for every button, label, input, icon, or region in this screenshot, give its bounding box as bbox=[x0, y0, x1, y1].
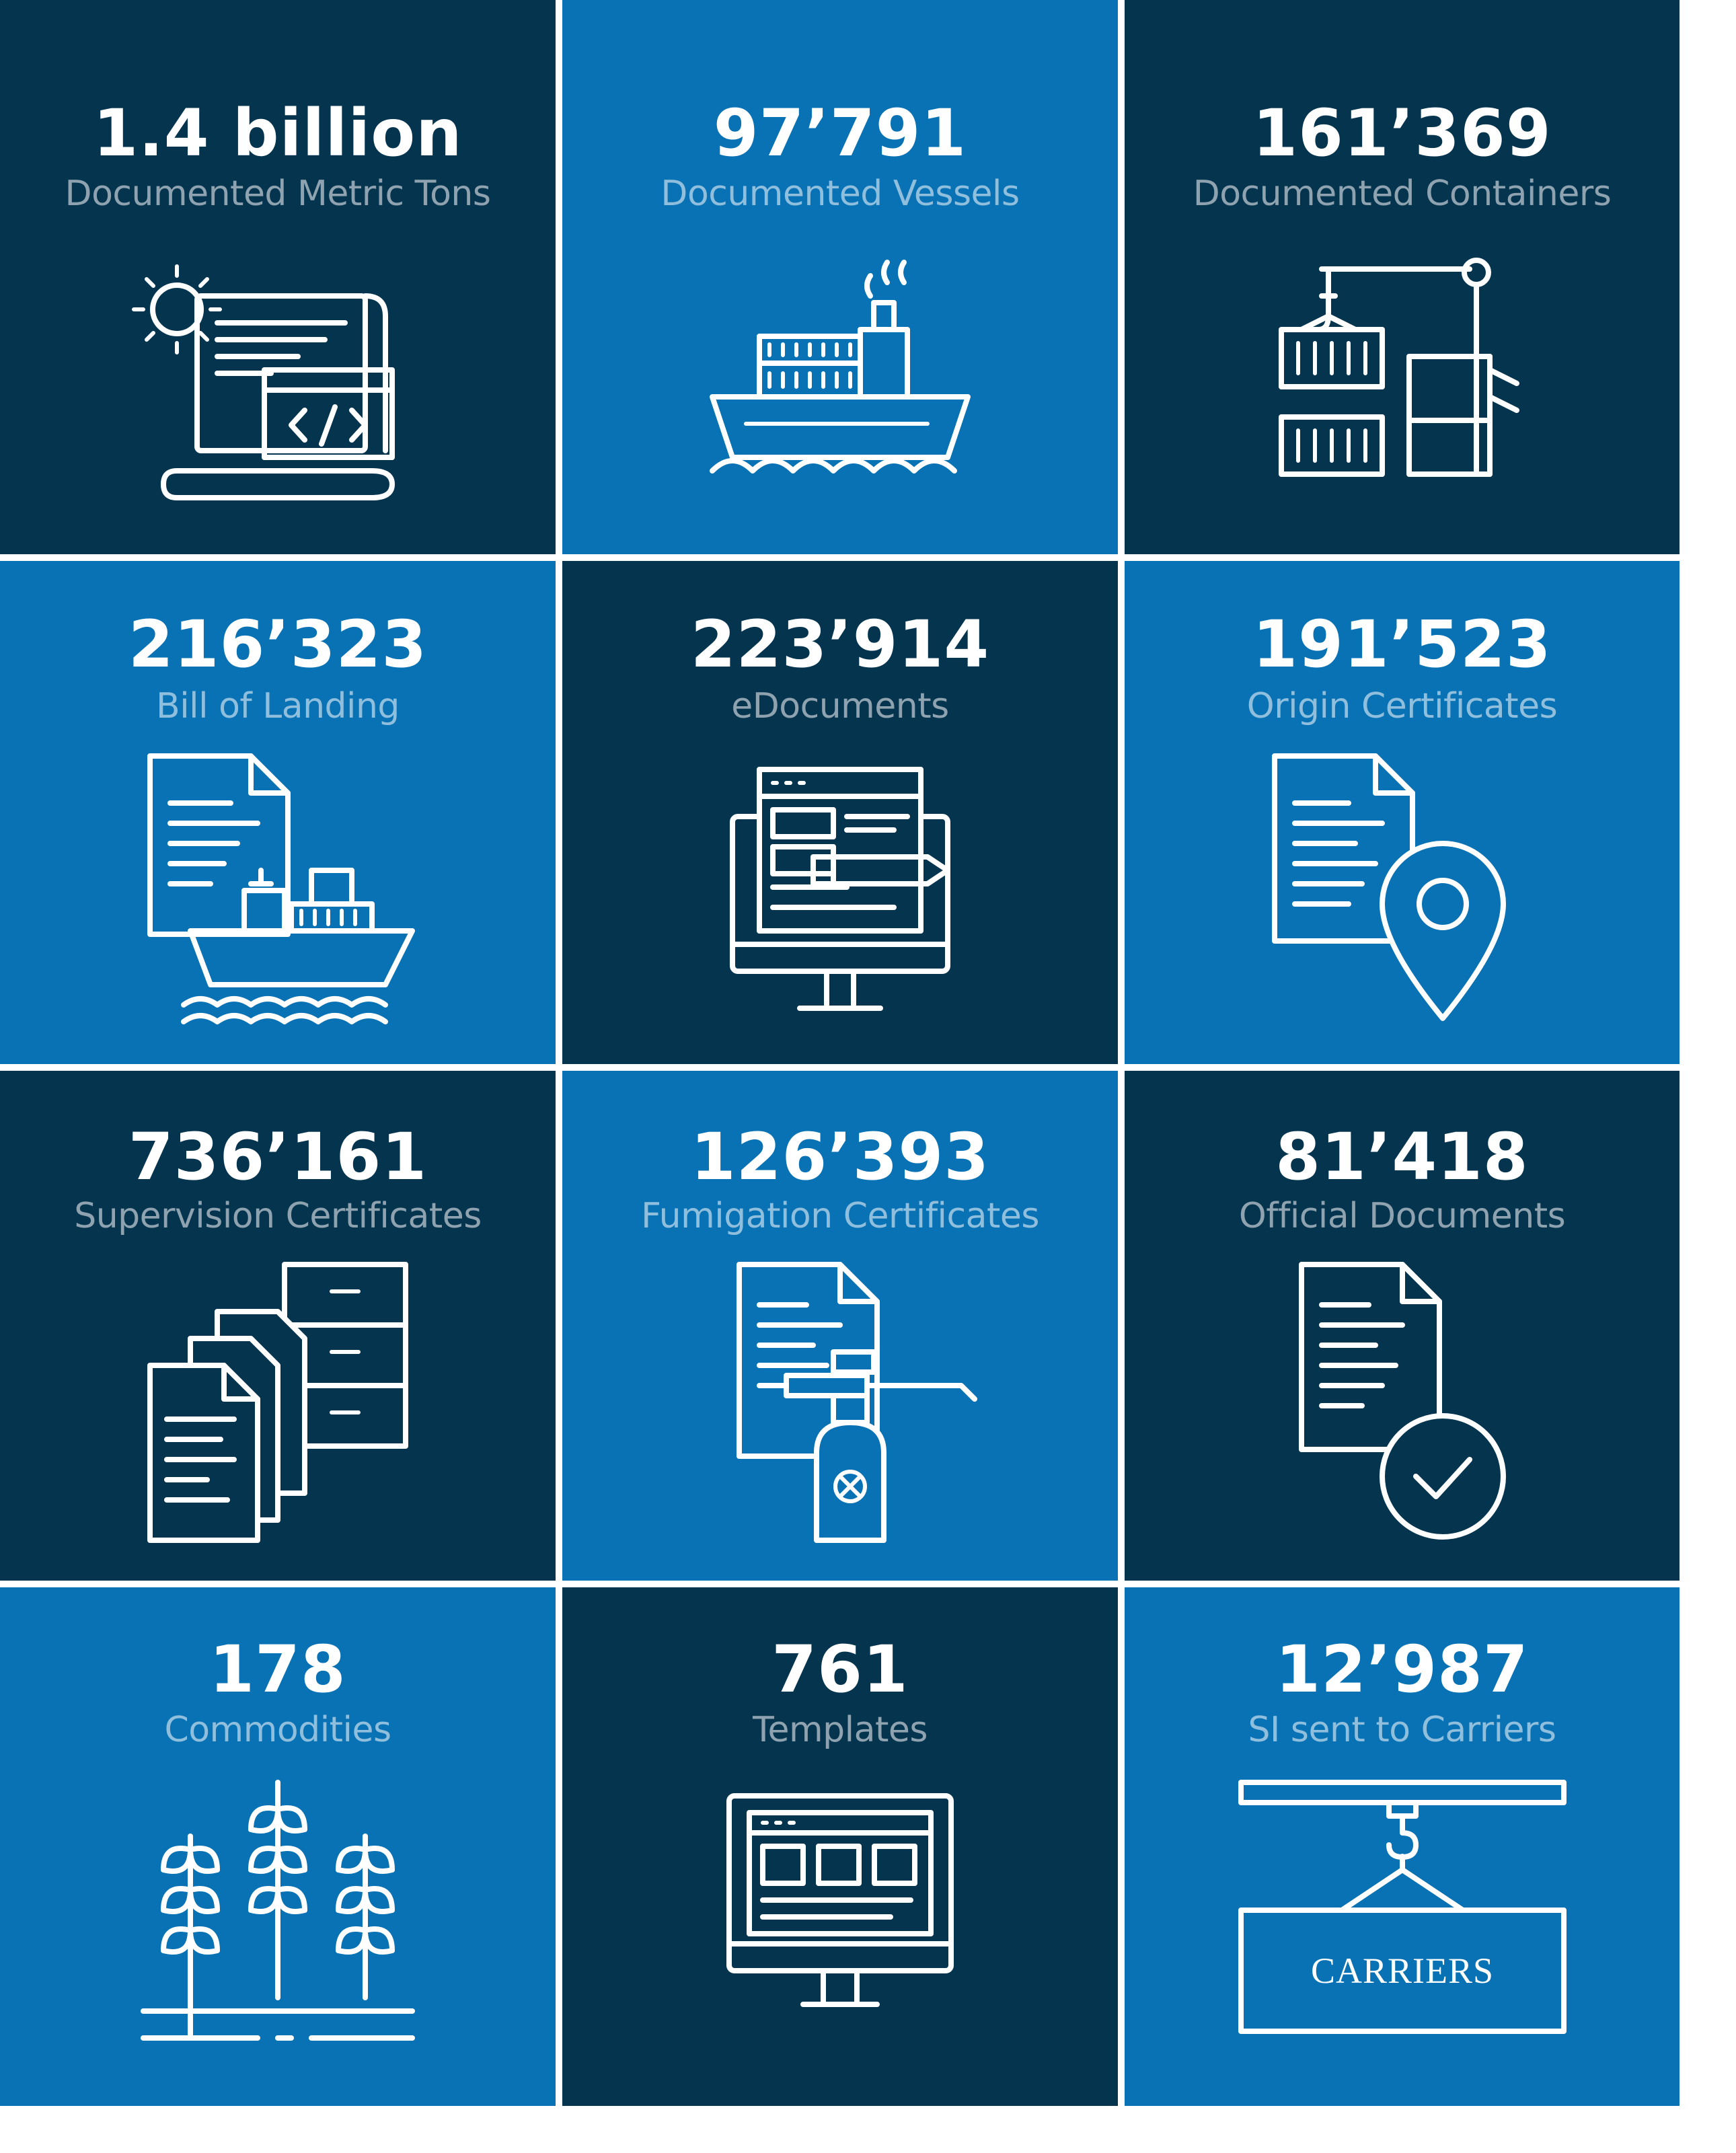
stat-value: 736’161 bbox=[128, 1119, 428, 1195]
stat-value: 161’369 bbox=[1252, 96, 1552, 171]
carriers-sign-text: CARRIERS bbox=[1310, 1951, 1493, 1991]
carriers-sign-icon: CARRIERS bbox=[1238, 1780, 1567, 2034]
documents-cabinet-icon bbox=[147, 1262, 408, 1543]
stat-label: Fumigation Certificates bbox=[641, 1196, 1039, 1236]
stat-tile-origin-certificates: 191’523 Origin Certificates bbox=[1125, 561, 1680, 1064]
cargo-ship-icon bbox=[710, 260, 971, 474]
stat-label: SI sent to Carriers bbox=[1248, 1710, 1557, 1750]
stat-label: Documented Containers bbox=[1193, 174, 1612, 214]
stat-label: Official Documents bbox=[1238, 1196, 1566, 1236]
stat-label: Commodities bbox=[164, 1710, 391, 1750]
document-sprayer-icon bbox=[737, 1262, 977, 1543]
stat-label: Supervision Certificates bbox=[74, 1196, 482, 1236]
stat-label: Bill of Landing bbox=[156, 686, 400, 726]
stat-value: 97’791 bbox=[713, 96, 967, 171]
stat-value: 223’914 bbox=[690, 607, 990, 682]
stat-tile-edocuments: 223’914 eDocuments bbox=[562, 561, 1118, 1064]
stat-tile-fumigation-certificates: 126’393 Fumigation Certificates bbox=[562, 1071, 1118, 1581]
stat-tile-metric-tons: 1.4 billion Documented Metric Tons bbox=[0, 0, 556, 554]
stat-value: 12’987 bbox=[1275, 1632, 1529, 1707]
stat-label: Templates bbox=[753, 1710, 928, 1750]
stat-tile-official-documents: 81’418 Official Documents bbox=[1125, 1071, 1680, 1581]
stat-tile-containers: 161’369 Documented Containers bbox=[1125, 0, 1680, 554]
monitor-edit-icon bbox=[730, 767, 950, 1011]
stat-tile-si-sent-to-carriers: 12’987 SI sent to Carriers CARRIERS bbox=[1125, 1587, 1680, 2106]
stat-tile-supervision-certificates: 736’161 Supervision Certificates bbox=[0, 1071, 556, 1581]
stat-label: Documented Vessels bbox=[661, 174, 1020, 214]
stat-value: 216’323 bbox=[128, 607, 428, 682]
stat-tile-vessels: 97’791 Documented Vessels bbox=[562, 0, 1118, 554]
stat-value: 178 bbox=[209, 1632, 346, 1707]
document-ship-icon bbox=[147, 753, 415, 1024]
stat-value: 1.4 billion bbox=[93, 96, 463, 171]
stat-label: Origin Certificates bbox=[1246, 686, 1558, 726]
crane-containers-icon bbox=[1278, 258, 1519, 477]
wheat-icon bbox=[141, 1780, 415, 2041]
monitor-template-icon bbox=[726, 1793, 954, 2007]
stat-value: 126’393 bbox=[690, 1119, 990, 1195]
stat-tile-templates: 761 Templates bbox=[562, 1587, 1118, 2106]
stat-value: 191’523 bbox=[1252, 607, 1552, 682]
stat-tile-bill-of-landing: 216’323 Bill of Landing bbox=[0, 561, 556, 1064]
document-check-icon bbox=[1298, 1262, 1506, 1540]
stat-label: eDocuments bbox=[731, 686, 949, 726]
stat-value: 761 bbox=[771, 1632, 909, 1707]
code-document-gear-icon bbox=[132, 264, 395, 500]
document-location-icon bbox=[1271, 753, 1506, 1021]
stat-tile-commodities: 178 Commodities bbox=[0, 1587, 556, 2106]
stat-value: 81’418 bbox=[1275, 1119, 1529, 1195]
stat-label: Documented Metric Tons bbox=[65, 174, 491, 214]
